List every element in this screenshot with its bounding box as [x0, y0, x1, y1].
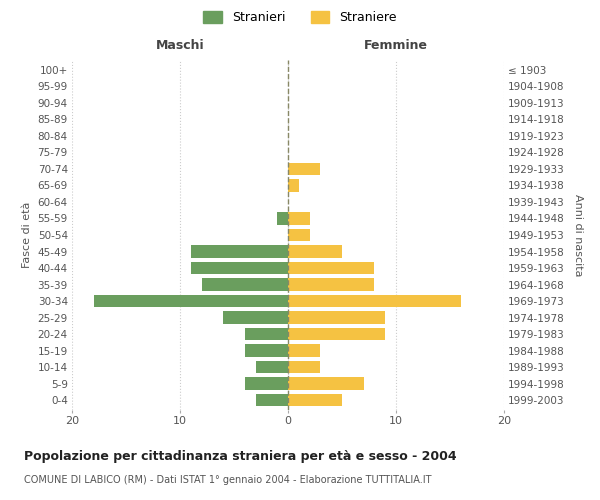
Text: COMUNE DI LABICO (RM) - Dati ISTAT 1° gennaio 2004 - Elaborazione TUTTITALIA.IT: COMUNE DI LABICO (RM) - Dati ISTAT 1° ge… [24, 475, 431, 485]
Bar [245, 328, 288, 340]
Bar [288, 229, 310, 241]
Bar [288, 295, 461, 307]
Bar [256, 361, 288, 374]
Bar [245, 344, 288, 357]
Bar [288, 212, 310, 224]
Bar [191, 246, 288, 258]
Bar [288, 163, 320, 175]
Legend: Stranieri, Straniere: Stranieri, Straniere [198, 6, 402, 29]
Bar [256, 394, 288, 406]
Text: Femmine: Femmine [364, 38, 428, 52]
Text: Popolazione per cittadinanza straniera per età e sesso - 2004: Popolazione per cittadinanza straniera p… [24, 450, 457, 463]
Bar [191, 262, 288, 274]
Text: Maschi: Maschi [155, 38, 205, 52]
Bar [288, 278, 374, 290]
Y-axis label: Fasce di età: Fasce di età [22, 202, 32, 268]
Bar [202, 278, 288, 290]
Bar [288, 328, 385, 340]
Y-axis label: Anni di nascita: Anni di nascita [573, 194, 583, 276]
Bar [288, 344, 320, 357]
Bar [245, 378, 288, 390]
Bar [288, 246, 342, 258]
Bar [277, 212, 288, 224]
Bar [288, 262, 374, 274]
Bar [288, 312, 385, 324]
Bar [223, 312, 288, 324]
Bar [288, 361, 320, 374]
Bar [288, 394, 342, 406]
Bar [94, 295, 288, 307]
Bar [288, 378, 364, 390]
Bar [288, 180, 299, 192]
